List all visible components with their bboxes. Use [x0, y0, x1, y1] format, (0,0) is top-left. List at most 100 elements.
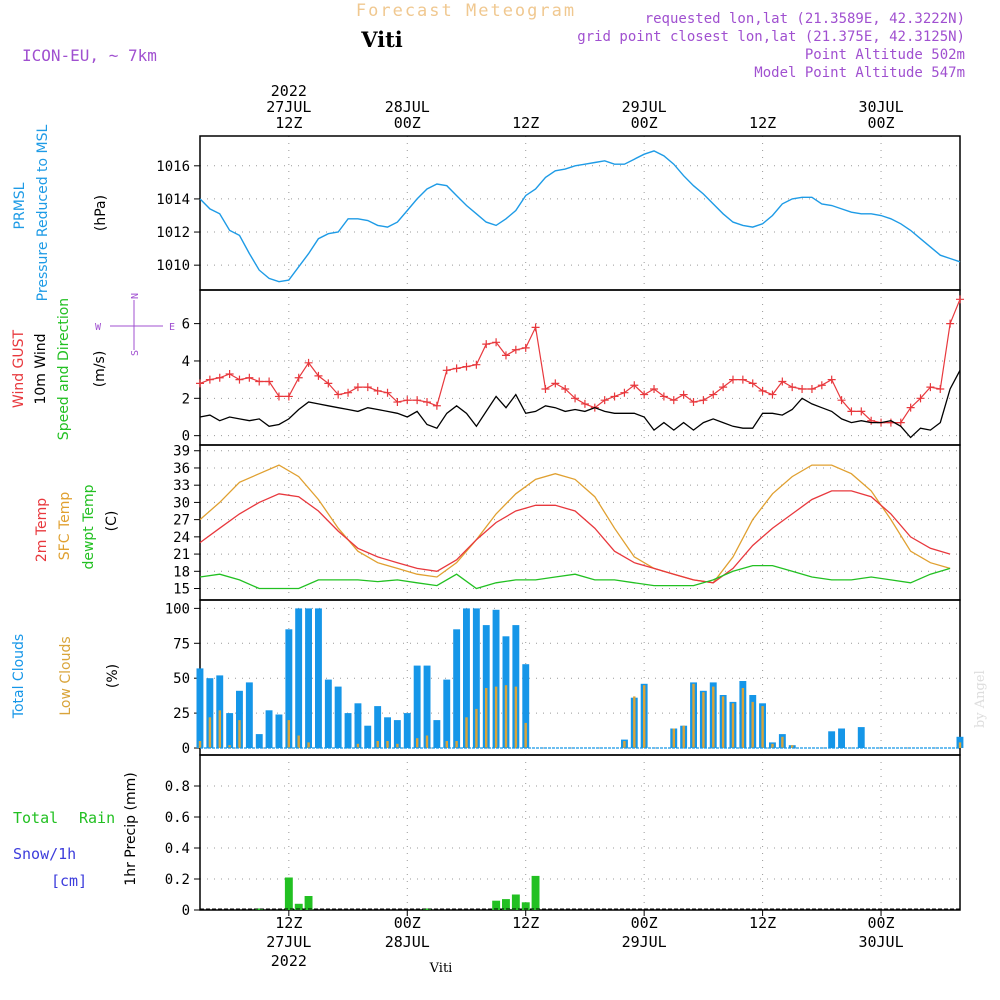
gust-point [314, 371, 323, 380]
cloud-total-bar [433, 720, 441, 748]
gust-point [393, 398, 402, 407]
cloud-low-bar [425, 735, 429, 749]
cloud-low-bar [485, 688, 488, 748]
y-tick-label: 6 [182, 317, 190, 333]
gust-point [294, 373, 303, 382]
time-label-bottom: 28JUL [385, 933, 430, 951]
p2-label-wind: 10m Wind [33, 333, 49, 404]
cloud-low-bar [356, 743, 360, 748]
cloud-total-bar [285, 629, 293, 748]
gust-point [274, 392, 283, 401]
gust-point [304, 358, 313, 367]
y-tick-label: 15 [173, 582, 190, 598]
time-label-bottom: 00Z [867, 914, 894, 932]
cloud-low-bar [198, 741, 202, 748]
plot-layer: 1010101210141016024615182124273033363902… [156, 82, 964, 970]
compass-rose-icon: N S W E [95, 293, 175, 356]
cloud-total-bar [236, 690, 243, 749]
gust-point [255, 377, 264, 386]
cloud-low-bar [494, 686, 498, 748]
gust-line [199, 299, 961, 424]
y-tick-label: 75 [173, 636, 190, 652]
time-label-top: 28JUL [385, 98, 430, 116]
time-label-bottom: 30JUL [858, 933, 903, 951]
panel-frame-4 [199, 599, 961, 756]
gust-point [353, 383, 362, 392]
cloud-low-bar [238, 720, 241, 748]
y-tick-label: 27 [173, 513, 190, 529]
y-tick-label: 24 [173, 530, 190, 546]
time-label-bottom: 27JUL [266, 933, 311, 951]
compass-south: S [130, 350, 141, 356]
rain-bar [502, 899, 510, 910]
p2-label-gust: Wind GUST [11, 329, 27, 408]
cloud-total-bar [265, 710, 273, 748]
compass-east: E [169, 322, 175, 333]
cloud-total-bar [255, 734, 263, 749]
requested-coords: requested lon,lat (21.3589E, 42.3222N) [645, 11, 965, 27]
cloud-low-bar [396, 743, 399, 748]
time-label-bottom: 29JUL [622, 933, 667, 951]
gust-point [620, 388, 629, 397]
gust-point [501, 351, 510, 360]
cloud-total-bar [828, 731, 836, 749]
p3-label-dewpt: dewpt Temp [81, 484, 97, 569]
time-label-top: 00Z [631, 114, 658, 132]
cloud-low-bar [514, 686, 518, 748]
cloud-total-bar [403, 713, 411, 748]
gust-point [946, 319, 955, 328]
time-label-top: 00Z [394, 114, 421, 132]
gust-point [472, 360, 481, 369]
cloud-low-bar [228, 745, 231, 748]
gust-point [689, 398, 698, 407]
gust-point [324, 379, 333, 388]
cloud-total-bar [295, 608, 303, 748]
gust-point [373, 386, 382, 395]
p3-label-sfc: SFC Temp [57, 492, 73, 561]
cloud-total-bar [522, 664, 530, 748]
cloud-low-bar [672, 728, 675, 748]
y-tick-label: 1016 [156, 159, 190, 175]
gust-point [363, 383, 372, 392]
gust-point [344, 388, 353, 397]
cloud-low-bar [504, 685, 508, 748]
y-tick-label: 0.2 [165, 872, 190, 888]
temp-2m-line [199, 490, 951, 584]
gust-point [847, 407, 856, 416]
cloud-total-bar [482, 625, 490, 748]
gust-point [817, 381, 826, 390]
cloud-total-bar [245, 682, 253, 748]
rain-bar [304, 896, 313, 910]
cloud-total-bar [354, 703, 362, 748]
gust-point [778, 377, 787, 386]
gust-point [916, 394, 925, 403]
p5-label-total: Total [13, 809, 58, 827]
gust-point [659, 392, 668, 401]
y-tick-label: 0 [182, 741, 190, 757]
cloud-total-bar [472, 608, 480, 748]
p5-label-snow: Snow/1h [13, 845, 76, 863]
cloud-low-bar [465, 717, 468, 748]
rain-bar [284, 877, 293, 910]
gust-point [610, 392, 619, 401]
gust-point [600, 396, 609, 405]
time-label-top: 27JUL [266, 98, 311, 116]
gust-point [699, 396, 708, 405]
y-tick-label: 21 [173, 547, 190, 563]
cloud-low-bar [287, 720, 290, 748]
gust-point [403, 396, 412, 405]
cloud-total-bar [384, 717, 391, 748]
gust-point [807, 384, 816, 393]
rain-bar [511, 894, 520, 910]
cloud-total-bar [857, 727, 865, 748]
cloud-total-bar [492, 609, 500, 748]
y-tick-label: 0.4 [165, 841, 190, 857]
y-tick-label: 0.8 [165, 779, 190, 795]
gust-point [482, 340, 491, 349]
gust-point [423, 398, 432, 407]
gust-point [837, 396, 846, 405]
gust-point [511, 345, 520, 354]
time-label-top: 2022 [271, 82, 307, 100]
cloud-low-bar [781, 736, 784, 748]
cloud-low-bar [643, 685, 646, 748]
